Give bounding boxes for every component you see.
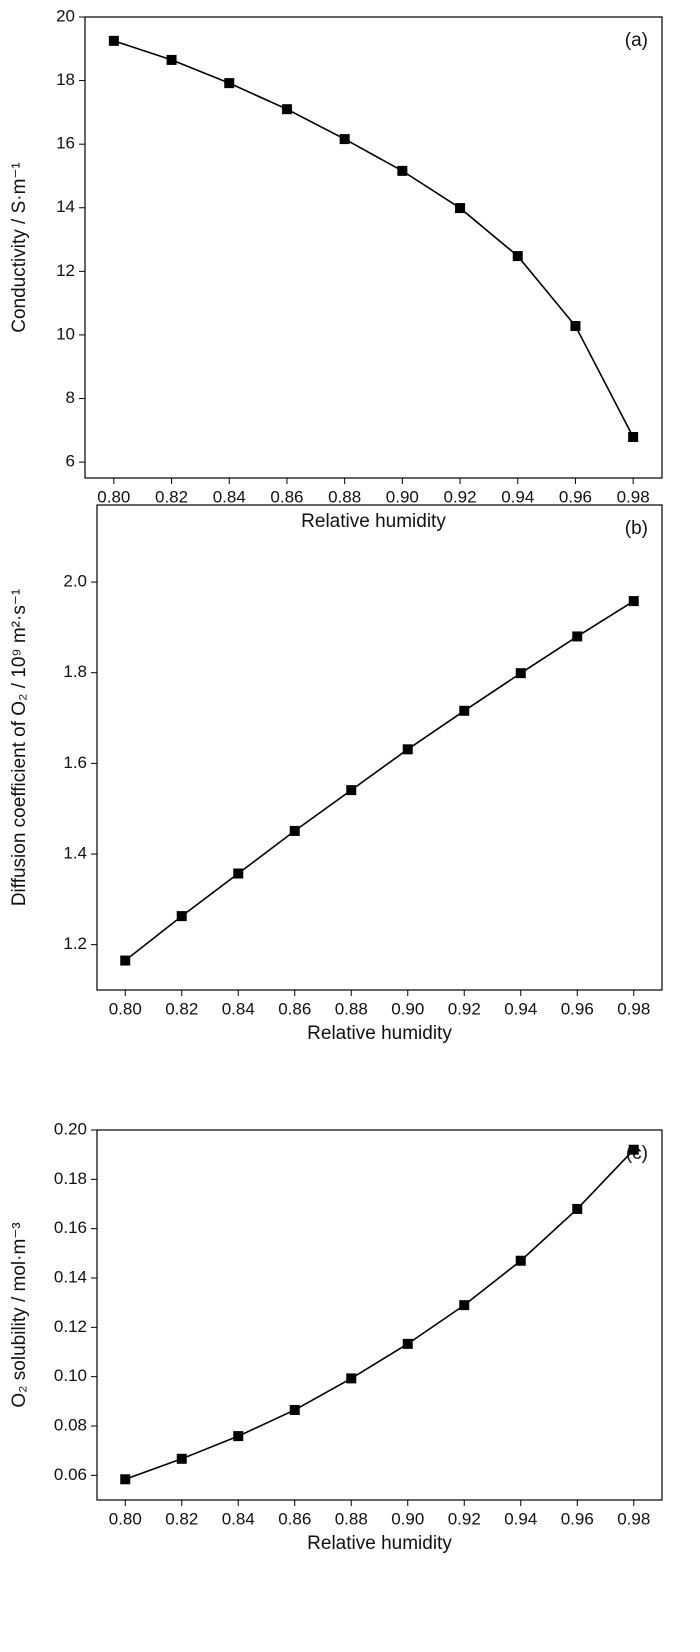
data-point: [628, 1144, 639, 1155]
y-tick-label: 12: [56, 261, 75, 280]
data-point: [346, 1373, 357, 1384]
x-axis-label: Relative humidity: [307, 1023, 452, 1044]
y-tick-label: 1.6: [63, 753, 87, 772]
data-point: [572, 631, 583, 642]
x-tick-label: 0.94: [504, 999, 537, 1018]
y-tick-label: 10: [56, 324, 75, 343]
x-tick-label: 0.94: [504, 1509, 537, 1528]
x-tick-label: 0.84: [222, 999, 255, 1018]
x-tick-label: 0.94: [501, 487, 534, 506]
y-tick-label: 18: [56, 70, 75, 89]
data-point: [572, 1203, 583, 1214]
x-tick-label: 0.90: [391, 999, 424, 1018]
data-point: [233, 868, 244, 879]
y-tick-label: 14: [56, 197, 75, 216]
x-tick-label: 0.90: [386, 487, 419, 506]
x-tick-label: 0.96: [559, 487, 592, 506]
plot-frame: [84, 16, 663, 479]
data-point: [512, 251, 523, 262]
x-tick-label: 0.96: [561, 1509, 594, 1528]
y-tick-label: 1.8: [63, 662, 87, 681]
data-point: [289, 825, 300, 836]
series-line: [124, 600, 635, 962]
data-point: [289, 1404, 300, 1415]
y-tick-label: 1.4: [63, 844, 87, 863]
y-tick-label: 8: [66, 388, 75, 407]
x-tick-label: 0.82: [165, 999, 198, 1018]
y-tick-label: 0.08: [54, 1415, 87, 1434]
panel-annotation: (a): [625, 30, 648, 51]
y-tick-label: 0.16: [54, 1218, 87, 1237]
plot-frame: [96, 1129, 663, 1501]
data-point: [402, 1338, 413, 1349]
x-tick-label: 0.96: [561, 999, 594, 1018]
x-axis-label: Relative humidity: [301, 511, 446, 532]
data-point: [339, 134, 350, 145]
x-tick-label: 0.98: [617, 999, 650, 1018]
data-point: [281, 104, 292, 115]
data-point: [166, 54, 177, 65]
x-tick-label: 0.80: [109, 999, 142, 1018]
y-axis-label: Diffusion coefficient of O₂ / 10⁹ m²·s⁻¹: [9, 589, 30, 906]
data-point: [628, 431, 639, 442]
y-axis-label: O₂ solubility / mol·m⁻³: [9, 1222, 30, 1407]
panel-annotation: (b): [625, 518, 648, 539]
data-point: [459, 1300, 470, 1311]
x-axis-label: Relative humidity: [307, 1533, 452, 1554]
y-tick-label: 0.14: [54, 1267, 87, 1286]
x-tick-label: 0.98: [617, 1509, 650, 1528]
x-tick-label: 0.88: [328, 487, 361, 506]
x-tick-label: 0.86: [278, 999, 311, 1018]
x-tick-label: 0.88: [335, 999, 368, 1018]
x-tick-label: 0.82: [155, 487, 188, 506]
y-tick-label: 0.10: [54, 1366, 87, 1385]
y-tick-label: 0.12: [54, 1317, 87, 1336]
series-line: [113, 40, 634, 438]
x-tick-label: 0.80: [97, 487, 130, 506]
data-point: [120, 955, 131, 966]
x-tick-label: 0.92: [448, 1509, 481, 1528]
data-point: [233, 1431, 244, 1442]
y-tick-label: 6: [66, 452, 75, 471]
data-point: [346, 785, 357, 796]
x-tick-label: 0.98: [617, 487, 650, 506]
x-tick-label: 0.82: [165, 1509, 198, 1528]
data-point: [455, 203, 466, 214]
x-tick-label: 0.92: [448, 999, 481, 1018]
data-point: [515, 1255, 526, 1266]
data-point: [120, 1474, 131, 1485]
y-axis-label: Conductivity / S·m⁻¹: [9, 162, 30, 333]
y-tick-label: 2.0: [63, 572, 87, 591]
data-point: [176, 911, 187, 922]
x-tick-label: 0.88: [335, 1509, 368, 1528]
data-point: [176, 1453, 187, 1464]
x-tick-label: 0.80: [109, 1509, 142, 1528]
x-tick-label: 0.84: [213, 487, 246, 506]
y-tick-label: 20: [56, 6, 75, 25]
x-tick-label: 0.90: [391, 1509, 424, 1528]
data-point: [108, 35, 119, 46]
data-point: [459, 705, 470, 716]
plot-frame: [96, 504, 663, 991]
data-point: [515, 668, 526, 679]
y-tick-label: 1.2: [63, 934, 87, 953]
series-line: [124, 1149, 635, 1481]
data-point: [570, 321, 581, 332]
data-point: [397, 165, 408, 176]
x-tick-label: 0.84: [222, 1509, 255, 1528]
y-tick-label: 0.20: [54, 1119, 87, 1138]
x-tick-label: 0.86: [270, 487, 303, 506]
data-point: [628, 596, 639, 607]
x-tick-label: 0.86: [278, 1509, 311, 1528]
data-point: [402, 744, 413, 755]
y-tick-label: 16: [56, 134, 75, 153]
x-tick-label: 0.92: [444, 487, 477, 506]
y-tick-label: 0.06: [54, 1465, 87, 1484]
y-tick-label: 0.18: [54, 1169, 87, 1188]
data-point: [224, 78, 235, 89]
